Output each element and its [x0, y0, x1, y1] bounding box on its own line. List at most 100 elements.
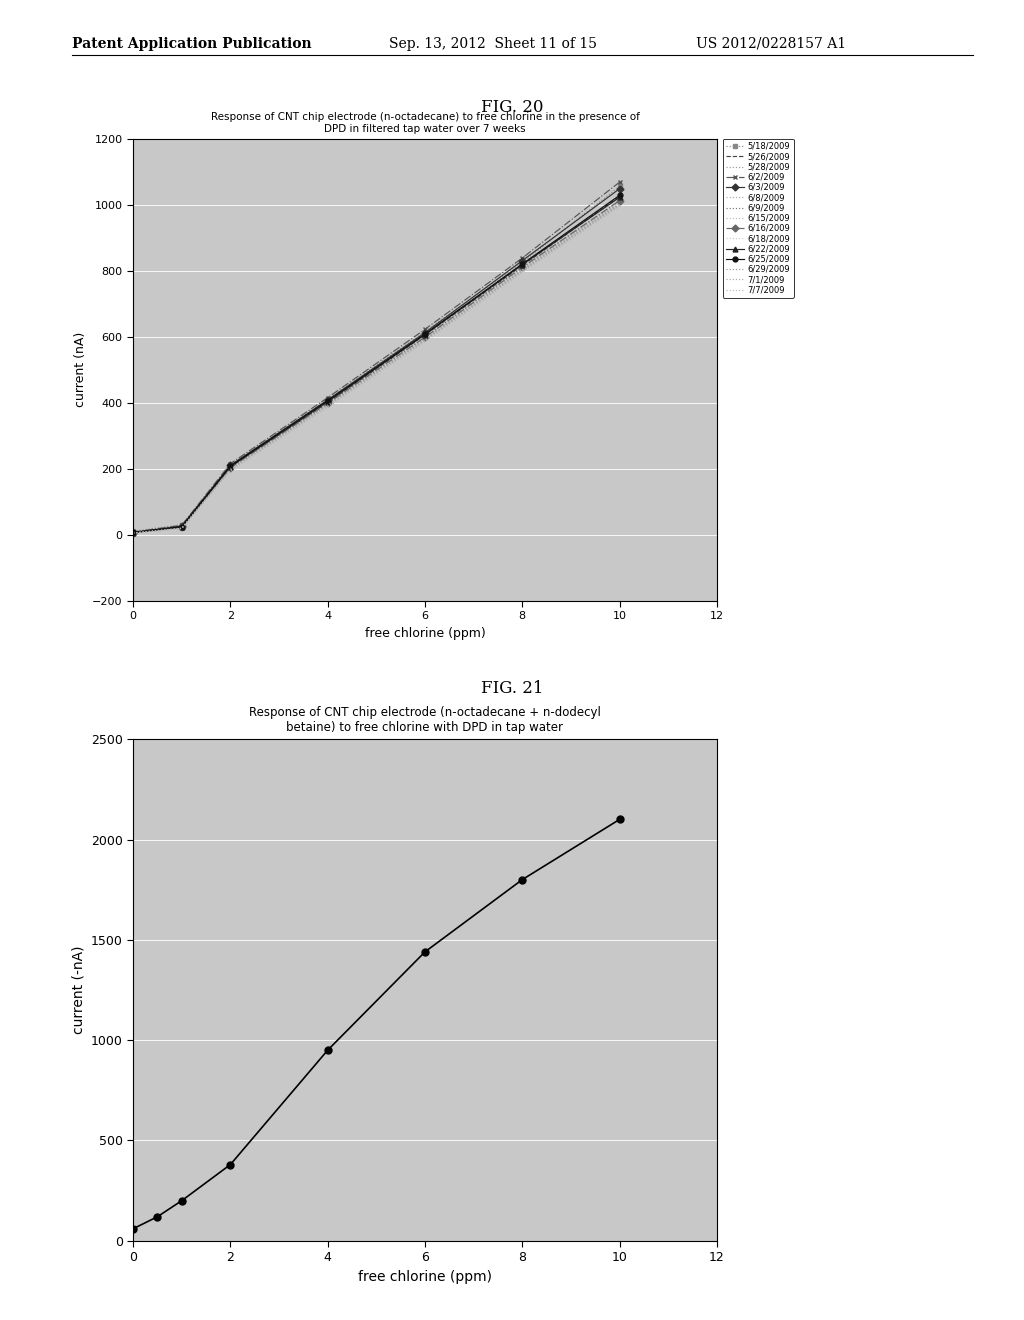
6/22/2009 [224, 458, 237, 474]
Text: Patent Application Publication: Patent Application Publication [72, 37, 311, 51]
6/15/2009 [613, 197, 626, 213]
6/8/2009 [419, 331, 431, 347]
6/15/2009 [224, 462, 237, 478]
6/16/2009 [419, 329, 431, 345]
6/22/2009 [127, 524, 139, 541]
6/15/2009 [419, 333, 431, 348]
5/28/2009 [322, 396, 334, 412]
7/1/2009 [419, 333, 431, 348]
6/2/2009 [613, 174, 626, 190]
7/7/2009 [176, 520, 188, 536]
5/26/2009 [127, 525, 139, 541]
Line: 5/28/2009: 5/28/2009 [133, 202, 620, 533]
6/29/2009 [224, 461, 237, 477]
6/29/2009 [516, 263, 528, 279]
Line: 7/7/2009: 7/7/2009 [133, 206, 620, 533]
5/28/2009 [516, 260, 528, 276]
7/7/2009 [516, 264, 528, 280]
6/3/2009 [613, 181, 626, 197]
Line: 5/26/2009: 5/26/2009 [133, 197, 620, 533]
6/16/2009 [516, 259, 528, 276]
6/9/2009 [419, 331, 431, 347]
Text: FIG. 20: FIG. 20 [480, 99, 544, 116]
Line: 6/22/2009: 6/22/2009 [131, 195, 622, 535]
6/9/2009 [224, 461, 237, 477]
Line: 6/15/2009: 6/15/2009 [133, 205, 620, 533]
6/15/2009 [176, 520, 188, 536]
5/26/2009 [613, 189, 626, 205]
5/28/2009 [176, 519, 188, 536]
5/26/2009 [224, 459, 237, 475]
6/2/2009 [127, 524, 139, 540]
6/8/2009 [613, 195, 626, 211]
6/16/2009 [176, 519, 188, 536]
6/22/2009 [322, 393, 334, 409]
Text: US 2012/0228157 A1: US 2012/0228157 A1 [696, 37, 847, 51]
5/18/2009 [224, 457, 237, 473]
6/29/2009 [322, 397, 334, 413]
Title: Response of CNT chip electrode (n-octadecane) to free chlorine in the presence o: Response of CNT chip electrode (n-octade… [211, 112, 639, 133]
6/9/2009 [322, 397, 334, 413]
6/2/2009 [516, 251, 528, 267]
Line: 6/9/2009: 6/9/2009 [133, 203, 620, 533]
7/1/2009 [127, 525, 139, 541]
5/26/2009 [516, 257, 528, 273]
6/15/2009 [516, 263, 528, 279]
7/1/2009 [613, 198, 626, 214]
Line: 6/25/2009: 6/25/2009 [131, 193, 622, 535]
6/22/2009 [516, 256, 528, 272]
X-axis label: free chlorine (ppm): free chlorine (ppm) [365, 627, 485, 640]
Y-axis label: current (-nA): current (-nA) [72, 945, 85, 1035]
Line: 6/29/2009: 6/29/2009 [133, 205, 620, 533]
6/3/2009 [127, 524, 139, 541]
7/7/2009 [322, 399, 334, 414]
6/8/2009 [176, 520, 188, 536]
6/9/2009 [516, 261, 528, 277]
6/25/2009 [224, 458, 237, 474]
6/16/2009 [127, 524, 139, 541]
5/28/2009 [613, 194, 626, 210]
6/18/2009 [613, 197, 626, 213]
5/18/2009 [419, 323, 431, 339]
6/16/2009 [613, 193, 626, 209]
6/8/2009 [224, 461, 237, 477]
6/22/2009 [176, 519, 188, 535]
X-axis label: free chlorine (ppm): free chlorine (ppm) [358, 1270, 492, 1284]
Legend: 5/18/2009, 5/26/2009, 5/28/2009, 6/2/2009, 6/3/2009, 6/8/2009, 6/9/2009, 6/15/20: 5/18/2009, 5/26/2009, 5/28/2009, 6/2/200… [723, 139, 794, 298]
5/26/2009 [419, 327, 431, 343]
6/25/2009 [516, 256, 528, 272]
7/7/2009 [224, 463, 237, 479]
6/25/2009 [322, 392, 334, 408]
5/28/2009 [224, 459, 237, 475]
6/18/2009 [516, 263, 528, 279]
6/29/2009 [613, 197, 626, 213]
Line: 6/2/2009: 6/2/2009 [131, 180, 622, 535]
6/9/2009 [613, 195, 626, 211]
6/18/2009 [127, 525, 139, 541]
6/25/2009 [419, 326, 431, 342]
6/29/2009 [419, 331, 431, 347]
6/22/2009 [613, 189, 626, 205]
6/18/2009 [322, 397, 334, 413]
6/3/2009 [516, 252, 528, 268]
5/26/2009 [176, 519, 188, 535]
6/25/2009 [613, 187, 626, 203]
Line: 6/18/2009: 6/18/2009 [133, 205, 620, 533]
6/9/2009 [176, 520, 188, 536]
7/1/2009 [322, 399, 334, 414]
5/18/2009 [516, 255, 528, 271]
6/16/2009 [322, 395, 334, 411]
7/1/2009 [176, 520, 188, 536]
6/3/2009 [224, 457, 237, 473]
6/18/2009 [176, 520, 188, 536]
6/22/2009 [419, 326, 431, 342]
7/1/2009 [516, 264, 528, 280]
Text: Sep. 13, 2012  Sheet 11 of 15: Sep. 13, 2012 Sheet 11 of 15 [389, 37, 597, 51]
7/7/2009 [127, 525, 139, 541]
Y-axis label: current (nA): current (nA) [74, 331, 87, 408]
6/8/2009 [322, 397, 334, 413]
6/8/2009 [127, 525, 139, 541]
5/18/2009 [613, 178, 626, 194]
Line: 6/8/2009: 6/8/2009 [133, 203, 620, 533]
6/3/2009 [322, 392, 334, 408]
